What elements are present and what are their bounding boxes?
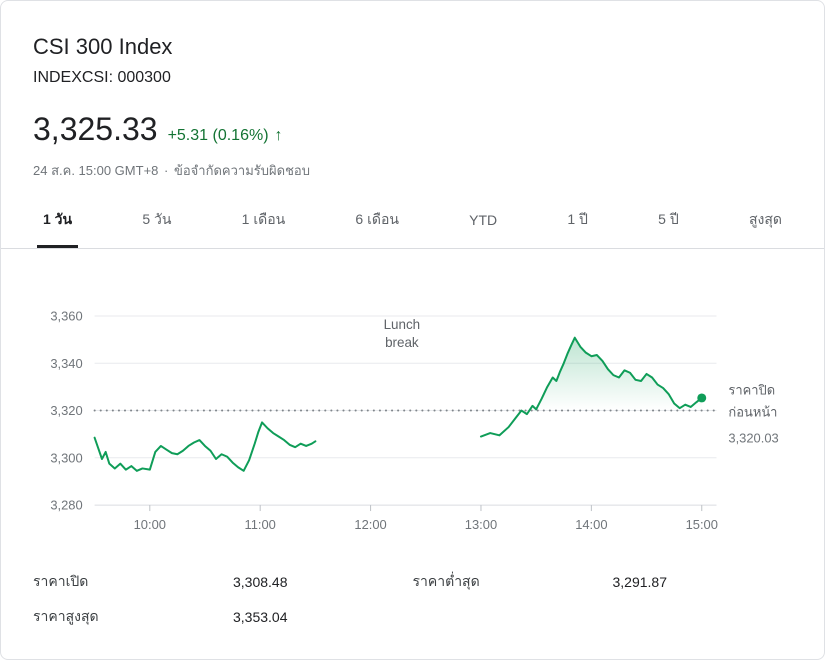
- stat-high-value: 3,353.04: [233, 608, 288, 625]
- tab-1-year[interactable]: 1 ปี: [561, 205, 594, 248]
- stat-open-value: 3,308.48: [233, 573, 288, 590]
- meta-separator: ·: [164, 163, 169, 179]
- range-tabs: 1 วัน 5 วัน 1 เดือน 6 เดือน YTD 1 ปี 5 ป…: [1, 205, 824, 250]
- x-axis-label: 14:00: [575, 517, 607, 532]
- tab-5-day[interactable]: 5 วัน: [136, 205, 177, 248]
- stat-high-label: ราคาสูงสุด: [33, 607, 99, 624]
- tab-ytd[interactable]: YTD: [463, 205, 503, 248]
- price-line-afternoon: [479, 337, 703, 438]
- stat-high: ราคาสูงสุด 3,353.04: [33, 606, 413, 628]
- stat-open: ราคาเปิด 3,308.48: [33, 571, 413, 593]
- tab-1-month[interactable]: 1 เดือน: [236, 205, 292, 248]
- quote-meta: 24 ส.ค. 15:00 GMT+8 · ข้อจำกัดความรับผิด…: [33, 160, 792, 181]
- y-axis-label: 3,300: [50, 451, 82, 466]
- x-axis-label: 12:00: [354, 517, 386, 532]
- x-axis-label: 11:00: [244, 517, 275, 532]
- quote-timestamp: 24 ส.ค. 15:00 GMT+8: [33, 163, 159, 179]
- tab-5-year[interactable]: 5 ปี: [652, 205, 685, 248]
- stat-low: ราคาต่ำสุด 3,291.87: [413, 571, 793, 593]
- price-change: +5.31 (0.16%): [167, 127, 269, 145]
- lunch-break-annotation: break: [385, 335, 419, 350]
- x-axis-label: 13:00: [465, 517, 497, 532]
- price-line-morning: [93, 421, 317, 473]
- index-title: CSI 300 Index: [33, 34, 173, 59]
- price-chart[interactable]: 3,360 3,340 3,320 3,300 3,280 10:00 11:00 12:00…: [15, 291, 812, 548]
- lunch-break-annotation: Lunch: [384, 317, 421, 332]
- tab-1-day[interactable]: 1 วัน: [37, 205, 79, 249]
- previous-close-label: ก่อนหน้า: [728, 405, 777, 420]
- disclaimer-link[interactable]: ข้อจำกัดความรับผิดชอบ: [173, 163, 310, 179]
- y-axis-label: 3,360: [50, 309, 82, 324]
- chart-svg: 3,360 3,340 3,320 3,300 3,280 10:00 11:00 12:00…: [50, 309, 778, 532]
- current-price: 3,325.33: [33, 111, 158, 148]
- stat-low-value: 3,291.87: [612, 573, 668, 590]
- y-axis-label: 3,320: [50, 403, 82, 418]
- y-axis-label: 3,280: [50, 498, 82, 513]
- stats-row-2: ราคาสูงสุด 3,353.04: [33, 599, 792, 634]
- stat-open-label: ราคาเปิด: [33, 572, 89, 589]
- ticker-symbol: INDEXCSI: 000300: [33, 69, 171, 87]
- key-stats: ราคาเปิด 3,308.48 ราคาต่ำสุด 3,291.87 รา…: [33, 564, 792, 634]
- tab-max[interactable]: สูงสุด: [743, 205, 788, 248]
- previous-close-value: 3,320.03: [728, 431, 778, 446]
- previous-close-label: ราคาปิด: [728, 383, 775, 398]
- quote-header: CSI 300 Index INDEXCSI: 000300 3,325.33 …: [1, 1, 824, 181]
- area-fill-morning: [95, 423, 316, 506]
- y-axis-label: 3,340: [50, 356, 82, 371]
- last-price-dot: [697, 393, 707, 403]
- tab-6-month[interactable]: 6 เดือน: [349, 205, 405, 248]
- trend-up-arrow-icon: ↑: [274, 127, 283, 145]
- price-row: 3,325.33 +5.31 (0.16%) ↑: [33, 111, 792, 148]
- stat-low-label: ราคาต่ำสุด: [412, 572, 480, 589]
- stats-row-1: ราคาเปิด 3,308.48 ราคาต่ำสุด 3,291.87: [33, 564, 792, 599]
- x-axis-label: 10:00: [134, 517, 166, 532]
- x-axis-label: 15:00: [686, 517, 718, 532]
- area-fill-afternoon: [529, 338, 702, 411]
